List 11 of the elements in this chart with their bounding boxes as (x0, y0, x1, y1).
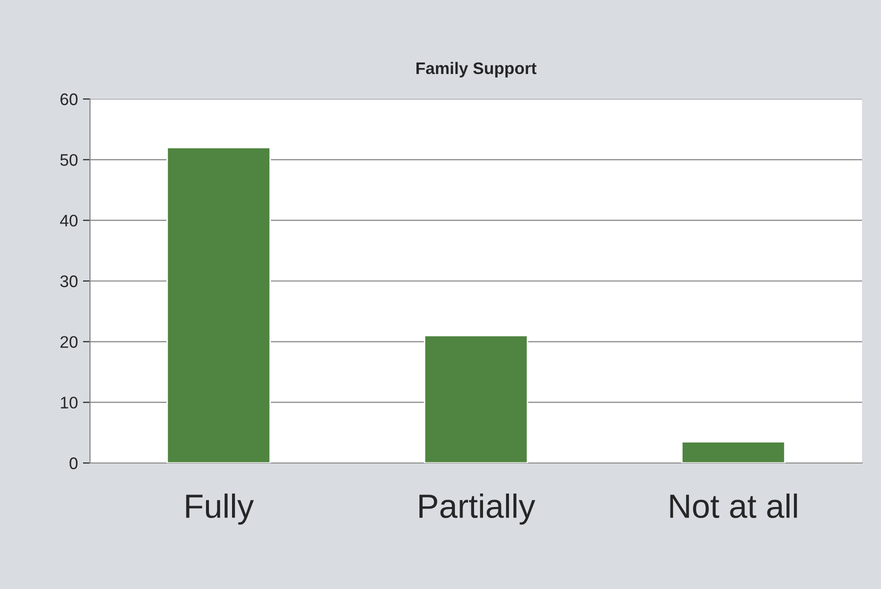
y-tick-label: 40 (60, 214, 78, 227)
y-tick-label: 60 (60, 93, 78, 106)
y-tick-label: 20 (60, 336, 78, 348)
y-tick-label: 30 (60, 275, 78, 288)
x-tick-label: Partially (419, 494, 536, 525)
x-tick-label: Not at all (670, 494, 797, 518)
y-tick-label: 10 (60, 396, 78, 409)
chart-title: Family Support (416, 62, 536, 78)
y-tick-label: 50 (60, 154, 78, 166)
x-tick-label: Fully (186, 494, 254, 525)
y-tick-label: 0 (70, 457, 78, 470)
